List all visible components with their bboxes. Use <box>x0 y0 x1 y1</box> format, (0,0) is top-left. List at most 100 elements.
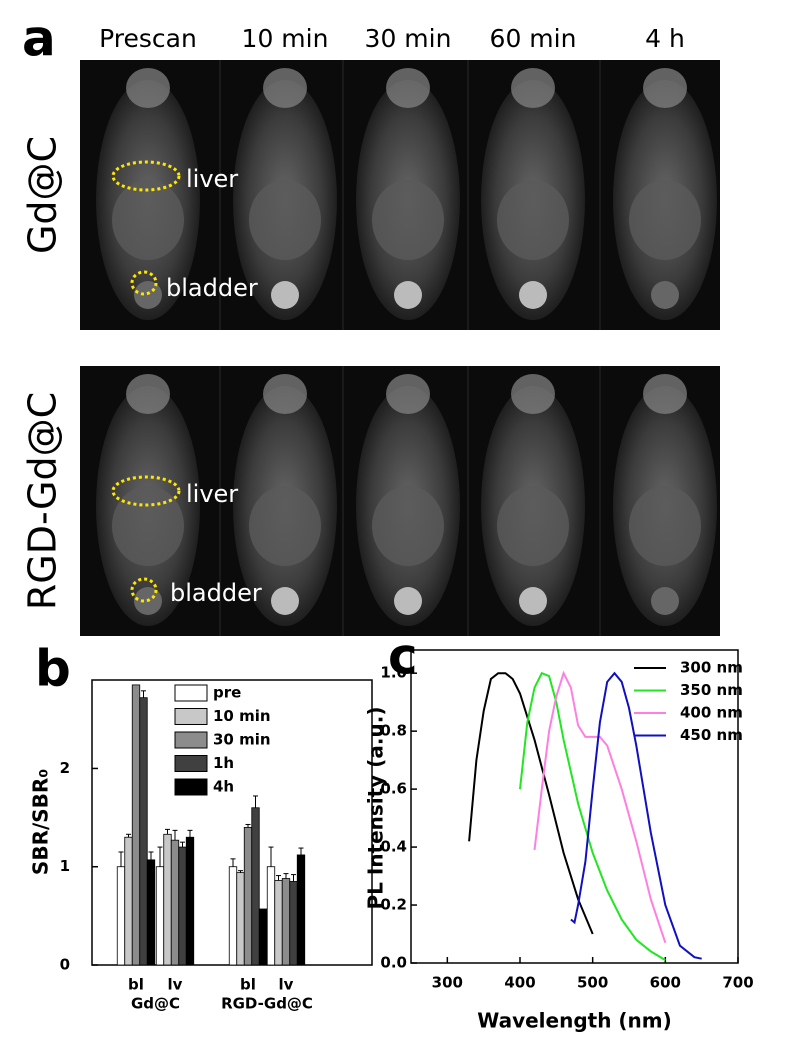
bar <box>228 866 238 966</box>
y-tick-label: 0.0 <box>380 954 407 972</box>
y-tick-label: 0.8 <box>380 722 407 740</box>
bar <box>274 880 283 966</box>
line-series <box>533 670 667 944</box>
group-label: RGD-Gd@C <box>221 995 313 1013</box>
x-tick-label: 700 <box>722 974 753 992</box>
bar <box>170 839 180 966</box>
mouse-head <box>511 68 555 108</box>
y-axis-label: PL Intensity (a.u.) <box>364 707 388 910</box>
panel-label: b <box>35 640 71 698</box>
bladder-roi <box>130 270 158 296</box>
row-label: Gd@C <box>21 136 65 254</box>
organ <box>249 180 321 260</box>
liver-roi <box>111 160 181 192</box>
mouse-head <box>386 374 430 414</box>
x-tick-label: 600 <box>650 974 681 992</box>
bar <box>163 833 172 966</box>
bar <box>236 872 245 966</box>
legend-swatch <box>174 755 208 772</box>
x-tick-label: 400 <box>504 974 535 992</box>
x-axis-label: Wavelength (nm) <box>477 1009 672 1033</box>
x-tick-label: bl <box>128 976 144 994</box>
bar <box>296 854 306 966</box>
legend-label: pre <box>213 684 241 702</box>
annotation: bladder <box>166 274 258 302</box>
line-series <box>468 672 594 935</box>
bladder-roi <box>130 577 158 603</box>
mouse-head <box>643 68 687 108</box>
organ <box>629 486 701 566</box>
mouse-head <box>511 374 555 414</box>
legend-label: 300 nm <box>680 659 743 677</box>
mouse-head <box>126 374 170 414</box>
panel-label: c <box>388 628 418 686</box>
column-header: Prescan <box>99 24 197 53</box>
bar <box>258 908 268 966</box>
y-tick-label: 0.6 <box>380 780 407 798</box>
legend-label: 30 min <box>213 731 271 749</box>
column-header: 60 min <box>490 24 577 53</box>
bladder-shape <box>271 281 299 309</box>
bladder-shape <box>394 281 422 309</box>
organ <box>497 180 569 260</box>
y-tick-label: 0.2 <box>380 896 407 914</box>
legend-label: 4h <box>213 778 234 796</box>
bar <box>289 881 298 966</box>
mouse-head <box>386 68 430 108</box>
y-tick-label: 2 <box>60 759 70 777</box>
bladder-shape <box>271 587 299 615</box>
bar <box>131 684 141 966</box>
legend-swatch <box>174 708 208 725</box>
bar <box>281 878 291 966</box>
legend-swatch <box>174 778 208 796</box>
y-tick-label: 1 <box>60 857 70 875</box>
organ <box>372 180 444 260</box>
bladder-shape <box>651 587 679 615</box>
mouse-head <box>263 68 307 108</box>
legend-label: 10 min <box>213 707 271 725</box>
legend-swatch <box>174 731 208 749</box>
annotation: bladder <box>170 579 262 607</box>
bladder-shape <box>394 587 422 615</box>
x-tick-label: lv <box>279 976 294 994</box>
bar <box>139 697 148 966</box>
bar <box>178 846 187 966</box>
bladder-shape <box>651 281 679 309</box>
column-header: 30 min <box>365 24 452 53</box>
organ <box>112 486 184 566</box>
y-tick-label: 0.4 <box>380 838 407 856</box>
column-header: 4 h <box>645 24 685 53</box>
x-tick-label: lv <box>168 976 183 994</box>
x-tick-label: bl <box>240 976 256 994</box>
bar <box>146 859 156 966</box>
y-axis-label: SBR/SBR₀ <box>29 769 53 875</box>
organ <box>497 486 569 566</box>
mouse-head <box>263 374 307 414</box>
organ <box>629 180 701 260</box>
legend-label: 350 nm <box>680 681 743 699</box>
bar <box>124 836 133 966</box>
column-header: 10 min <box>242 24 329 53</box>
bar <box>251 807 260 966</box>
bar <box>116 866 126 966</box>
group-label: Gd@C <box>131 995 180 1013</box>
bladder-shape <box>519 587 547 615</box>
row-label: RGD-Gd@C <box>21 392 65 610</box>
y-tick-label: 1.0 <box>380 664 407 682</box>
bladder-shape <box>519 281 547 309</box>
bar <box>155 866 165 966</box>
mouse-head <box>643 374 687 414</box>
organ <box>112 180 184 260</box>
liver-roi <box>111 475 181 507</box>
organ <box>249 486 321 566</box>
legend-label: 1h <box>213 754 234 772</box>
legend-swatch <box>174 684 208 702</box>
legend-label: 400 nm <box>680 704 743 722</box>
organ <box>372 486 444 566</box>
line-series <box>519 671 666 961</box>
bar <box>266 866 276 966</box>
annotation: liver <box>186 480 238 508</box>
x-tick-label: 300 <box>432 974 463 992</box>
plot-frame <box>410 649 739 964</box>
